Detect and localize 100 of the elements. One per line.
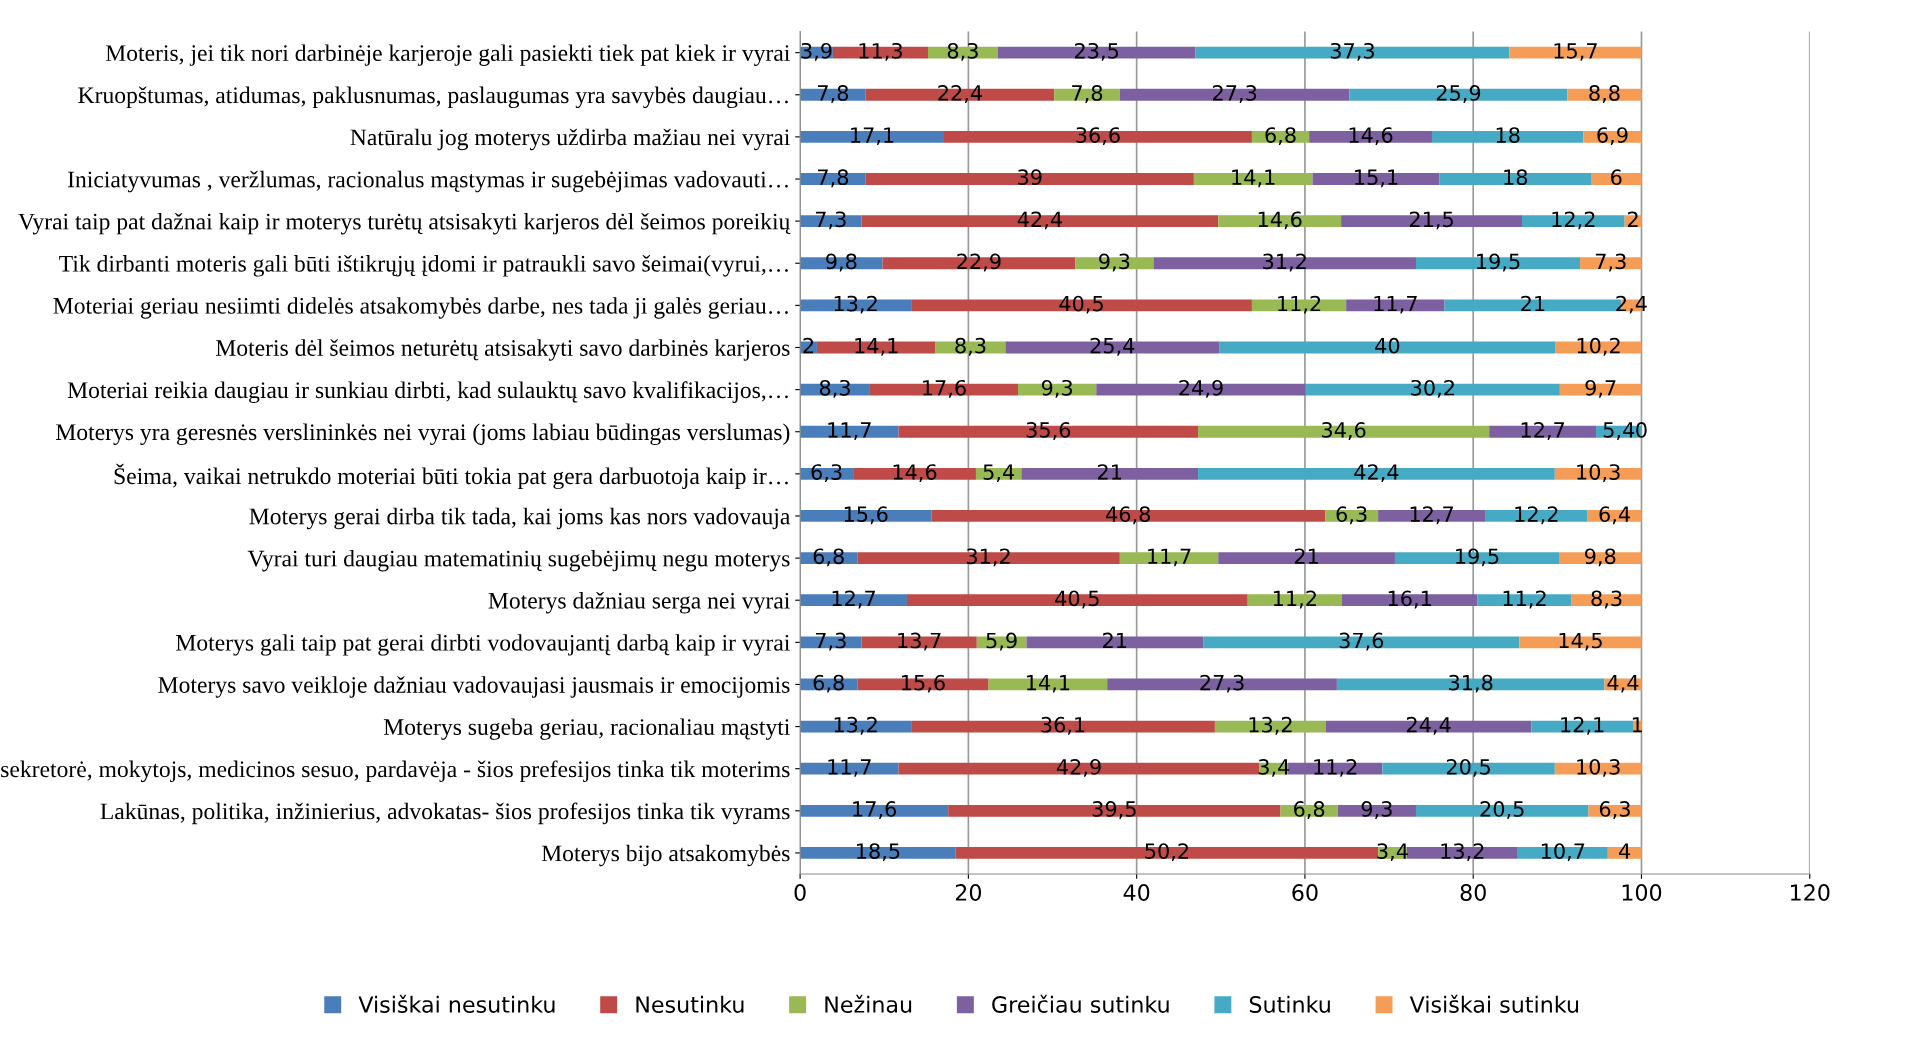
data-label: 14,6 xyxy=(893,464,937,483)
legend-label: Sutinku xyxy=(1249,995,1330,1013)
data-label: 39,5 xyxy=(1092,801,1136,819)
data-label: 7,3 xyxy=(1595,253,1626,272)
data-label: 2 xyxy=(1627,211,1638,227)
data-label: 15,7 xyxy=(1554,43,1597,61)
data-label: 14,6 xyxy=(1258,211,1302,230)
data-label: 24,4 xyxy=(1406,716,1451,735)
data-label: 40,5 xyxy=(1055,590,1099,609)
data-label: 31,2 xyxy=(1263,253,1306,272)
data-label: 11,7 xyxy=(1374,295,1417,314)
data-label: 40,5 xyxy=(1059,295,1103,314)
data-label: 39 xyxy=(1018,169,1042,186)
y-tick-label: Šeima, vaikai netrukdo moteriai būti tokia pat gera darbuotoja kaip ir… xyxy=(114,463,788,490)
data-label: 9,3 xyxy=(1041,379,1073,398)
data-label: 12,1 xyxy=(1561,716,1604,735)
data-label: 6,3 xyxy=(1599,801,1630,819)
data-label: 18,5 xyxy=(857,843,900,862)
data-label: 8,8 xyxy=(1589,85,1620,103)
data-label: 25,9 xyxy=(1436,85,1481,103)
data-label: 14,6 xyxy=(1349,127,1393,146)
data-label: 12,2 xyxy=(1552,211,1595,230)
data-label: 31,8 xyxy=(1449,674,1493,693)
data-label: 9,8 xyxy=(1584,548,1616,567)
data-label: 6 xyxy=(1611,169,1622,186)
data-label: 6,8 xyxy=(1265,127,1296,146)
data-label: 3,9 xyxy=(801,42,832,61)
y-tick-label: Moteriai geriau nesiimti didelės atsakomybės darbe, nes tada ji galės geriau… xyxy=(53,297,788,319)
data-label: 11,7 xyxy=(1148,548,1191,567)
data-label: 7,8 xyxy=(1072,85,1103,103)
data-label: 12,7 xyxy=(1521,422,1565,440)
data-label: 46,8 xyxy=(1106,506,1150,525)
y-tick-label: Moterys yra geresnės verslininkės nei vyrai (joms labiau būdingas verslumas) xyxy=(55,423,790,446)
y-tick-label: Tik dirbanti moteris gali būti ištikrųjų įdomi ir patraukli savo šeimai(vyrui,… xyxy=(59,255,788,277)
data-label: 10,3 xyxy=(1577,758,1620,777)
data-label: 12,7 xyxy=(1410,506,1453,525)
y-tick-label: Moterys bijo atsakomybės xyxy=(541,844,790,867)
data-label: 21,5 xyxy=(1409,211,1453,230)
data-label: 14,1 xyxy=(1026,675,1070,693)
data-label: 11,2 xyxy=(1503,590,1546,609)
y-tick-label: Vyrai taip pat dažnai kaip ir moterys turėtų atsisakyti karjeros dėl šeimos poreikių xyxy=(18,212,791,235)
data-label: 14,5 xyxy=(1559,632,1602,651)
data-label: 9,7 xyxy=(1585,379,1616,398)
x-tick-label: 60 xyxy=(1292,884,1318,901)
legend-label: Greičiau sutinku xyxy=(992,994,1169,1013)
data-label: 18 xyxy=(1496,127,1520,143)
x-tick-label: 120 xyxy=(1790,884,1830,901)
data-label: 21 xyxy=(1103,632,1127,649)
data-label: 15,6 xyxy=(844,506,888,525)
data-label: 19,5 xyxy=(1456,548,1499,567)
data-label: 10,7 xyxy=(1541,843,1585,862)
data-label: 25,4 xyxy=(1090,337,1135,356)
data-label: 20,5 xyxy=(1480,801,1524,819)
data-label: 13,2 xyxy=(834,295,877,314)
data-label: 15,1 xyxy=(1355,169,1398,188)
data-label: 5,4 xyxy=(1603,422,1635,440)
data-label: 17,6 xyxy=(853,801,897,819)
data-label: 12,7 xyxy=(832,590,875,609)
x-tick-label: 100 xyxy=(1622,884,1662,901)
data-label: 13,2 xyxy=(1249,716,1292,735)
data-label: 19,5 xyxy=(1477,253,1520,272)
data-label: 7,8 xyxy=(818,85,849,103)
y-tick-label: Moterys savo veikloje dažniau vadovaujasi jausmais ir emocijomis xyxy=(158,676,790,698)
data-label: 11,2 xyxy=(1273,590,1316,609)
x-tick-label: 0 xyxy=(794,884,806,901)
data-label: 11,3 xyxy=(859,42,902,61)
y-tick-label: Moterys gali taip pat gerai dirbti vodovaujantį darbą kaip ir vyrai xyxy=(176,634,790,656)
data-label: 7,3 xyxy=(815,211,846,230)
data-label: 6,4 xyxy=(1599,506,1630,525)
data-label: 8,3 xyxy=(819,379,850,398)
data-label: 34,6 xyxy=(1322,422,1366,440)
data-label: 6,3 xyxy=(1336,506,1367,525)
y-tick-label: Moterys sugeba geriau, racionaliau mąstyti xyxy=(383,718,790,740)
data-label: 21 xyxy=(1521,295,1545,312)
data-label: 37,6 xyxy=(1339,632,1384,651)
data-label: 16,1 xyxy=(1388,590,1431,609)
data-label: 36,6 xyxy=(1076,127,1120,146)
data-label: 42,4 xyxy=(1354,464,1399,483)
y-tick-label: Moterys dažniau serga nei vyrai xyxy=(488,592,790,614)
data-label: 7,3 xyxy=(815,632,846,651)
data-label: 6,9 xyxy=(1597,127,1628,146)
data-label: 11,2 xyxy=(1314,758,1357,777)
data-label: 37,3 xyxy=(1330,42,1374,61)
data-label: 9,3 xyxy=(1099,253,1130,272)
y-tick-label: Kruopštumas, atidumas, paklusnumas, paslaugumas yra savybės daugiau… xyxy=(78,86,788,109)
y-tick-label: Lakūnas, politika, inžinierius, advokatas- šios profesijos tinka tik vyrams xyxy=(100,802,790,825)
y-tick-label: sekretorė, mokytojs, medicinos sesuo, pardavėja - šios prefesijos tinka tik moterims xyxy=(1,760,790,783)
data-label: 21 xyxy=(1098,464,1122,480)
data-label: 35,6 xyxy=(1026,422,1071,440)
data-label: 10,3 xyxy=(1577,464,1620,483)
data-label: 42,9 xyxy=(1056,758,1101,777)
data-label: 20,5 xyxy=(1446,758,1490,777)
data-label: 21 xyxy=(1294,548,1318,564)
data-label: 6,8 xyxy=(1294,801,1325,819)
data-label: 11,2 xyxy=(1278,295,1321,314)
data-label: 6,8 xyxy=(813,674,844,693)
data-label: 10,2 xyxy=(1577,337,1620,356)
data-label: 13,2 xyxy=(834,716,877,735)
data-label: 17,1 xyxy=(851,127,894,146)
data-label: 30,2 xyxy=(1411,379,1454,398)
